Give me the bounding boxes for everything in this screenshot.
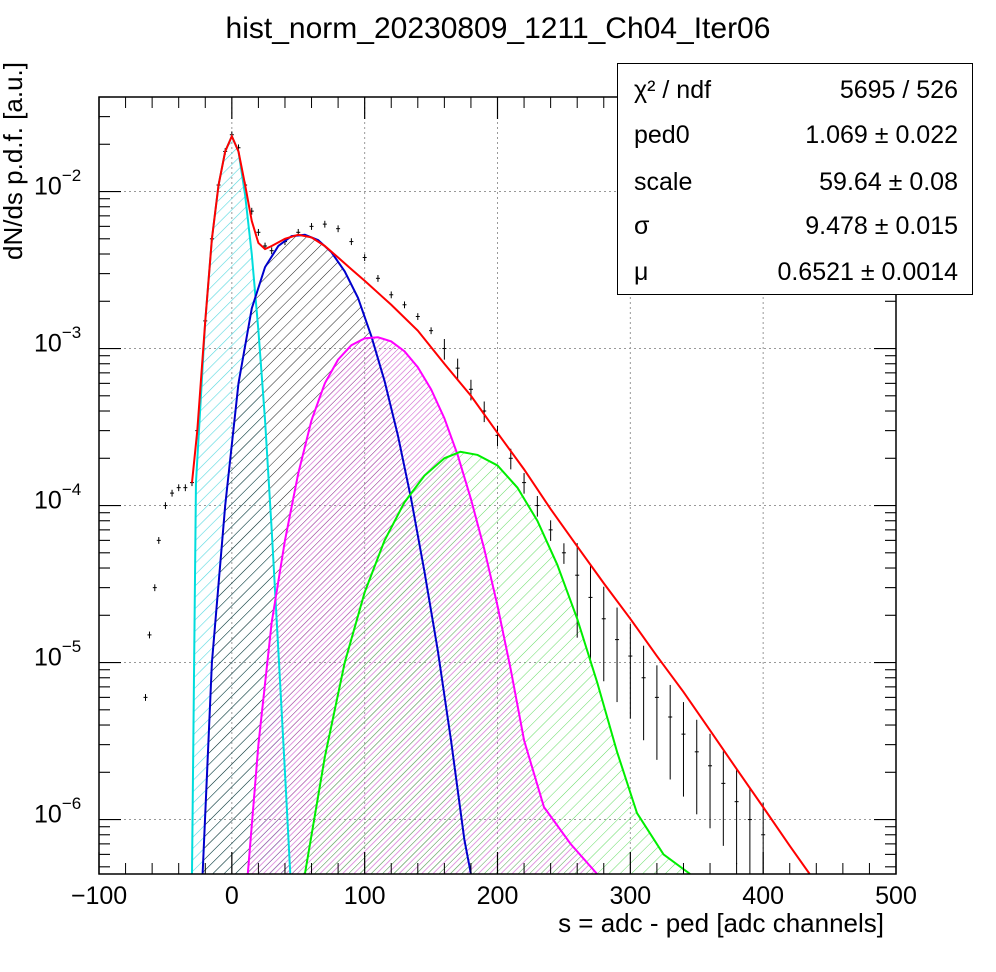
x-tick-label: −100: [70, 882, 128, 910]
x-tick-label: 100: [343, 882, 386, 910]
stats-row-sigma: σ 9.478 ± 0.015: [634, 212, 958, 252]
stats-key: σ: [634, 212, 650, 240]
x-tick-label: 500: [875, 882, 917, 910]
stats-key: scale: [634, 168, 693, 196]
fit-curves: [190, 133, 811, 874]
y-axis-label: dN/ds p.d.f. [a.u.]: [0, 62, 28, 260]
stats-value: 59.64 ± 0.08: [819, 168, 958, 196]
fit-curve-0: [190, 133, 811, 874]
x-tick-label: 300: [609, 882, 652, 910]
stats-key: ped0: [634, 121, 690, 149]
stats-row-mu: μ 0.6521 ± 0.0014: [634, 258, 958, 298]
fit-curve-4: [303, 450, 691, 874]
stats-row-ped0: ped0 1.069 ± 0.022: [634, 121, 958, 161]
axis-ticks: [98, 96, 897, 874]
y-tick-label: 10−5: [34, 637, 81, 672]
stats-key: μ: [634, 258, 649, 286]
y-tick-base: 10: [34, 642, 62, 671]
stats-value: 1.069 ± 0.022: [805, 121, 958, 149]
y-tick-base: 10: [34, 328, 62, 357]
y-tick-exponent: −6: [61, 793, 82, 813]
x-tick-label: 200: [476, 882, 519, 910]
component-fill-4: [304, 451, 691, 874]
y-tick-base: 10: [34, 485, 62, 514]
y-tick-exponent: −3: [61, 322, 82, 342]
fit-stats-box: χ² / ndf 5695 / 526 ped0 1.069 ± 0.022 s…: [617, 63, 973, 295]
y-tick-base: 10: [34, 171, 62, 200]
chart-title: hist_norm_20230809_1211_Ch04_Iter06: [225, 12, 771, 45]
stats-key: χ² / ndf: [634, 76, 712, 104]
stats-row-scale: scale 59.64 ± 0.08: [634, 168, 958, 208]
y-tick-label: 10−6: [34, 794, 81, 829]
y-tick-label: 10−2: [34, 166, 81, 201]
y-tick-base: 10: [34, 799, 62, 828]
x-tick-label: 0: [224, 882, 239, 910]
fit-curve-2: [201, 233, 472, 874]
x-axis-label: s = adc - ped [adc channels]: [558, 908, 884, 938]
x-tick-label: 400: [742, 882, 785, 910]
stats-value: 9.478 ± 0.015: [805, 212, 958, 240]
y-tick-label: 10−4: [34, 480, 81, 515]
stats-value: 5695 / 526: [839, 76, 958, 104]
stats-row-chi2: χ² / ndf 5695 / 526: [634, 76, 958, 116]
y-tick-exponent: −2: [61, 165, 82, 185]
stats-value: 0.6521 ± 0.0014: [777, 258, 958, 286]
fit-curve-3: [246, 336, 598, 874]
y-tick-label: 10−3: [34, 323, 81, 358]
y-tick-exponent: −4: [61, 479, 82, 499]
y-tick-exponent: −5: [61, 636, 82, 656]
component-fills: [191, 136, 691, 874]
